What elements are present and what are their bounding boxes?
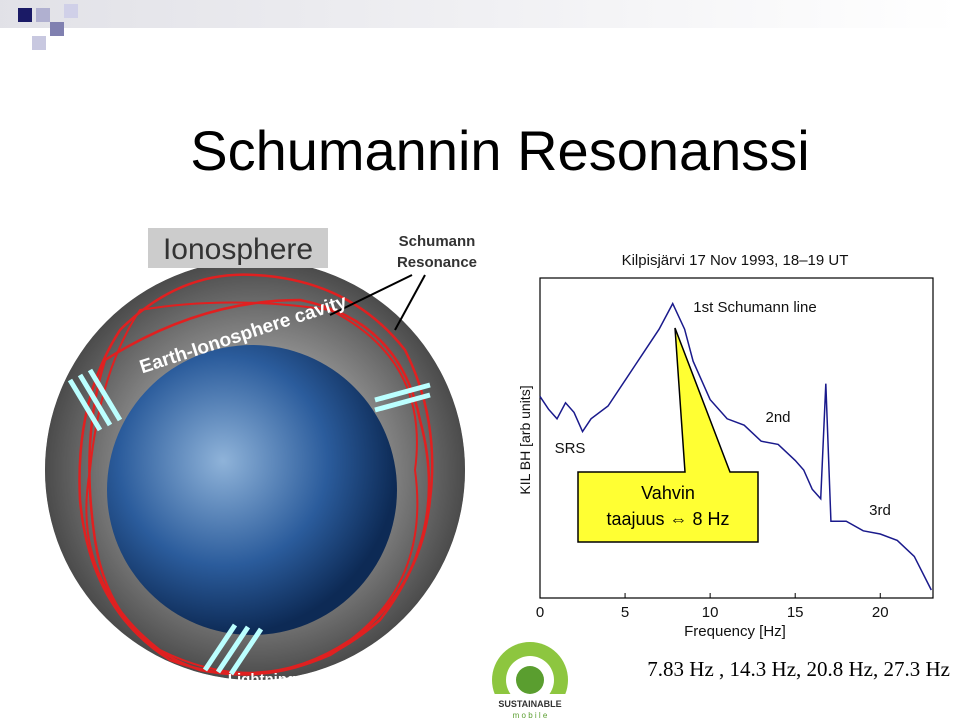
resonance-label: Resonance bbox=[397, 254, 477, 271]
logo-text: m o b i l e bbox=[513, 711, 548, 720]
x-tick-label: 0 bbox=[536, 604, 544, 621]
annotation: 2nd bbox=[765, 409, 790, 426]
x-tick-label: 15 bbox=[787, 604, 804, 621]
spectrum-chart: Kilpisjärvi 17 Nov 1993, 18–19 UT Freque… bbox=[517, 252, 934, 640]
callout-text: Vahvin bbox=[641, 483, 695, 503]
spectrum-line bbox=[539, 301, 932, 591]
frequencies: 7.83 Hz , 14.3 Hz, 20.8 Hz, 27.3 Hz bbox=[647, 657, 950, 681]
ionosphere-label: Ionosphere bbox=[163, 233, 313, 266]
chart-title: Kilpisjärvi 17 Nov 1993, 18–19 UT bbox=[622, 252, 849, 269]
logo-text: SUSTAINABLE bbox=[498, 699, 561, 709]
lightning-arrows bbox=[202, 623, 264, 676]
lightning-label: Lightning bbox=[228, 671, 296, 688]
logo: SUSTAINABLE m o b i l e bbox=[490, 642, 570, 721]
callout: Vahvin taajuus ⇔ 8 Hz bbox=[577, 327, 759, 543]
x-axis-label: Frequency [Hz] bbox=[684, 623, 786, 640]
title: Schumannin Resonanssi bbox=[190, 119, 809, 182]
resonance-label: Schumann bbox=[399, 233, 476, 250]
callout-text: taajuus ⇔ 8 Hz bbox=[606, 509, 729, 529]
arrow bbox=[394, 274, 426, 331]
lightning-arrows bbox=[374, 382, 431, 413]
annotation: SRS bbox=[555, 440, 586, 457]
annotation: 1st Schumann line bbox=[693, 299, 816, 316]
y-axis-label: KIL BH [arb units] bbox=[517, 385, 533, 494]
x-tick-label: 5 bbox=[621, 604, 629, 621]
arrow bbox=[329, 274, 413, 316]
lightning-arrows bbox=[67, 368, 123, 432]
annotation: 3rd bbox=[869, 502, 891, 519]
corner-decoration bbox=[0, 0, 960, 50]
x-tick-label: 10 bbox=[702, 604, 719, 621]
earth-diagram: Ionosphere Schumann Resonance Earth-Iono… bbox=[45, 228, 477, 688]
x-tick-label: 20 bbox=[872, 604, 889, 621]
plot-frame bbox=[539, 277, 934, 599]
